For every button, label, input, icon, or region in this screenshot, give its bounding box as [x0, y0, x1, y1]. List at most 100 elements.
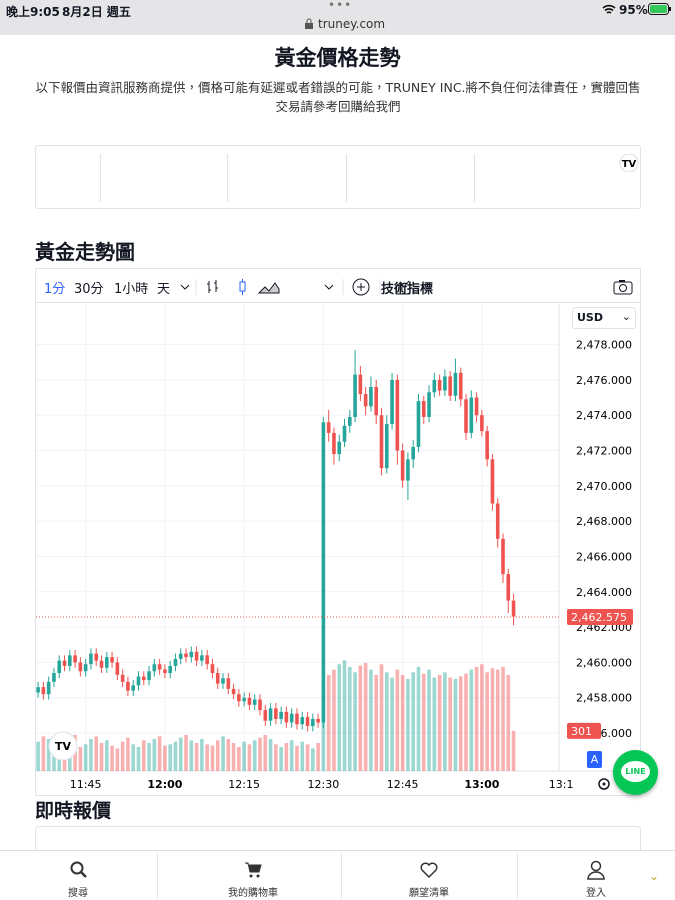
volume-bar — [46, 738, 51, 771]
volume-bar — [358, 665, 363, 771]
chart-toolbar: 1分 30分 1小時 天 技術指標 — [36, 269, 640, 303]
divider — [517, 853, 518, 899]
currency: USD — [577, 311, 603, 324]
wifi-icon — [602, 4, 616, 14]
y-tick-label: 2,458.000 — [576, 692, 632, 705]
candle-body — [427, 392, 431, 417]
volume-bar — [99, 742, 104, 771]
volume-bar — [427, 669, 431, 771]
candle-body — [120, 674, 125, 682]
interval-button[interactable]: 1小時 — [114, 282, 149, 297]
svg-text:TV: TV — [55, 740, 72, 753]
candle-body — [406, 459, 410, 481]
volume-bar — [448, 677, 452, 771]
candle-body — [506, 574, 511, 601]
x-tick-label: 12:00 — [147, 778, 182, 791]
volume-bar — [411, 672, 415, 771]
candle-body — [485, 431, 489, 460]
candle-body — [200, 655, 204, 661]
volume-bar — [242, 741, 246, 771]
x-tick-label: 12:30 — [308, 778, 340, 791]
volume-bar — [147, 742, 151, 771]
chevron: ⌄ — [621, 310, 631, 323]
volume-bar — [506, 674, 511, 771]
candle-body — [363, 394, 368, 407]
volume-bar — [258, 737, 262, 771]
interval-button[interactable]: 1分 — [44, 282, 66, 297]
candle-body — [274, 708, 278, 719]
candle-body — [411, 447, 415, 460]
volume-bar — [189, 740, 194, 771]
volume-bar — [379, 664, 384, 771]
volume-bar — [464, 673, 468, 771]
candle-body — [458, 372, 463, 400]
volume-bar — [384, 672, 389, 771]
quotes-title: 即時報價 — [35, 800, 112, 822]
volume-bar — [311, 748, 315, 771]
settings-icon[interactable] — [597, 777, 611, 791]
volume-bar — [406, 678, 410, 771]
x-tick-label: 11:45 — [70, 778, 102, 791]
divider — [474, 154, 475, 202]
volume-bar — [453, 678, 458, 771]
candle-body — [453, 372, 458, 396]
dots: ••• — [328, 0, 353, 12]
candle-body — [263, 710, 268, 721]
volume-bar — [94, 736, 99, 771]
chevron[interactable]: ⌄ — [649, 869, 660, 883]
candle-body — [194, 651, 199, 661]
candle-body — [184, 653, 188, 658]
candle-body — [353, 374, 357, 417]
line-button[interactable]: LINE — [613, 750, 658, 795]
candle-body — [490, 459, 495, 504]
volume-bar — [511, 730, 516, 771]
candle-body — [379, 415, 384, 469]
candle-body — [78, 662, 83, 672]
volume-bar — [194, 742, 199, 771]
candle-body — [136, 676, 141, 686]
volume-bar — [52, 745, 56, 771]
x-tick-label: 13:00 — [464, 778, 499, 791]
interval-button[interactable]: 30分 — [74, 282, 104, 297]
candle-body — [99, 660, 104, 668]
candle-body — [157, 664, 162, 670]
nav-item[interactable]: 我的購物車 — [228, 888, 278, 899]
candle-body — [311, 718, 315, 726]
volume-bar — [178, 737, 183, 771]
volume-bar — [284, 742, 289, 771]
indicators-button[interactable]: 技術指標 — [381, 282, 434, 297]
volume-bar — [173, 741, 178, 771]
candle-body — [279, 711, 283, 719]
currency-select[interactable]: USD ⌄ — [572, 307, 636, 329]
candle-body — [36, 687, 40, 693]
volume-bar — [495, 669, 500, 771]
volume-bar — [163, 745, 167, 771]
auto-scale-button[interactable]: A — [587, 751, 602, 768]
nav-item[interactable]: 搜尋 — [68, 888, 88, 899]
candle-body — [268, 708, 273, 721]
candle-body — [68, 655, 72, 666]
svg-text:TV: TV — [622, 159, 637, 170]
volume-bar — [104, 740, 109, 771]
volume-bar — [205, 744, 209, 771]
candle-body — [163, 669, 167, 674]
candle-body — [300, 717, 305, 725]
volume-bar — [263, 734, 268, 771]
y-tick-label: 2,470.000 — [576, 480, 632, 493]
date: 8月2日 週五 — [62, 5, 131, 19]
divider — [346, 154, 347, 202]
candle-body — [231, 688, 236, 695]
y-tick-label: 2,464.000 — [576, 586, 632, 599]
volume-bar — [395, 669, 400, 771]
volume-bar — [252, 740, 257, 771]
volume-bar — [157, 736, 162, 771]
url[interactable]: truney.com — [318, 17, 386, 31]
nav-item[interactable]: 願望清單 — [409, 888, 449, 899]
nav-item[interactable]: 登入 — [586, 888, 606, 899]
interval-button[interactable]: 天 — [157, 282, 171, 297]
candle-body — [332, 432, 336, 455]
volume-bar — [268, 738, 273, 771]
candle-body — [511, 600, 516, 617]
volume-bar — [400, 674, 405, 771]
volume-bar — [289, 740, 294, 771]
